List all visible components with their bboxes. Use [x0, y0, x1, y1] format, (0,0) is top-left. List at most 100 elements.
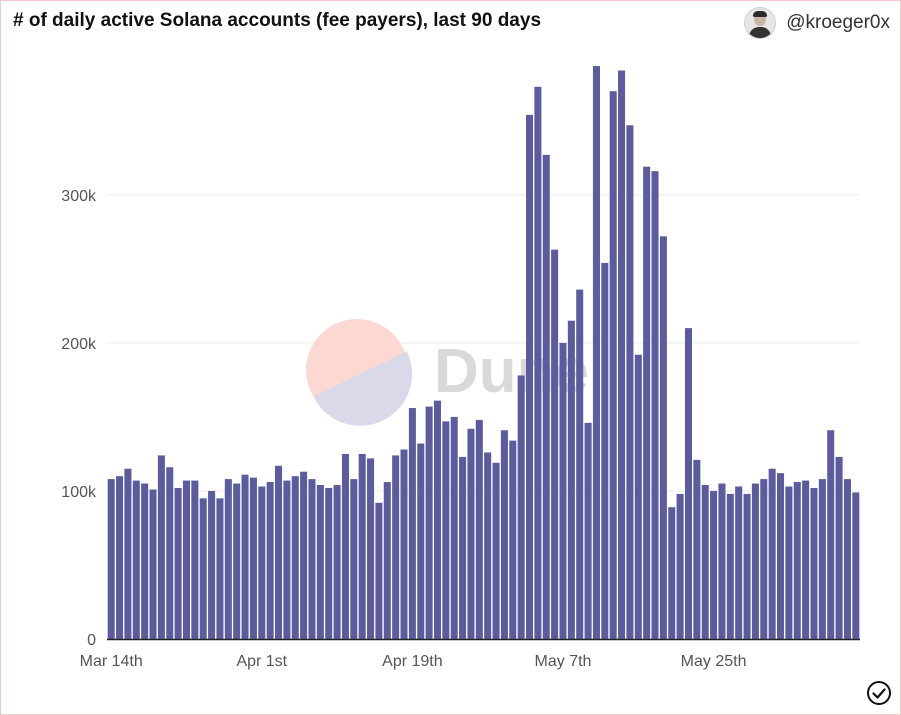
bar[interactable] — [693, 459, 701, 639]
bar[interactable] — [827, 430, 835, 639]
bar[interactable] — [417, 443, 425, 639]
bar[interactable] — [124, 468, 132, 639]
bar[interactable] — [149, 489, 157, 639]
bar[interactable] — [676, 493, 684, 639]
bar[interactable] — [291, 476, 299, 639]
bar[interactable] — [701, 485, 709, 639]
bar[interactable] — [300, 471, 308, 639]
bar[interactable] — [166, 467, 174, 639]
bar[interactable] — [793, 482, 801, 639]
bar[interactable] — [350, 479, 358, 639]
bar[interactable] — [810, 487, 818, 639]
bar[interactable] — [802, 480, 810, 639]
y-tick-label: 100k — [61, 484, 97, 501]
author-badge[interactable]: @kroeger0x — [744, 7, 890, 39]
bar[interactable] — [551, 249, 559, 639]
bar[interactable] — [534, 86, 542, 639]
bar[interactable] — [768, 468, 776, 639]
bar[interactable] — [341, 453, 349, 639]
bar[interactable] — [668, 507, 676, 639]
bar[interactable] — [141, 483, 149, 639]
x-tick-label: Apr 19th — [382, 653, 442, 670]
bar[interactable] — [634, 354, 642, 639]
bar[interactable] — [325, 487, 333, 639]
bar[interactable] — [208, 490, 216, 639]
check-circle-icon[interactable] — [866, 680, 892, 706]
bar[interactable] — [843, 479, 851, 639]
bar[interactable] — [283, 480, 291, 639]
bar[interactable] — [492, 462, 500, 639]
bar[interactable] — [233, 483, 241, 639]
bar[interactable] — [718, 483, 726, 639]
bar[interactable] — [333, 485, 341, 639]
bar[interactable] — [684, 328, 692, 639]
bar[interactable] — [199, 498, 207, 639]
bar[interactable] — [576, 289, 584, 639]
bar[interactable] — [651, 171, 659, 639]
bar[interactable] — [182, 480, 190, 639]
bar[interactable] — [275, 465, 283, 639]
y-tick-label: 300k — [61, 188, 97, 205]
bar[interactable] — [710, 490, 718, 639]
bar[interactable] — [659, 236, 667, 640]
y-tick-label: 200k — [61, 336, 97, 353]
bar[interactable] — [567, 320, 575, 639]
bar[interactable] — [408, 408, 416, 639]
bar[interactable] — [316, 485, 324, 639]
bar[interactable] — [517, 375, 525, 639]
bar[interactable] — [500, 430, 508, 639]
x-tick-label: Apr 1st — [236, 653, 287, 670]
bar[interactable] — [308, 479, 316, 639]
bar[interactable] — [835, 456, 843, 639]
bar[interactable] — [559, 342, 567, 639]
bar[interactable] — [191, 480, 199, 639]
bar[interactable] — [249, 477, 257, 639]
bar[interactable] — [743, 493, 751, 639]
bar[interactable] — [760, 479, 768, 639]
bar[interactable] — [358, 453, 366, 639]
bar[interactable] — [626, 125, 634, 639]
bar[interactable] — [107, 479, 115, 639]
bar[interactable] — [224, 479, 232, 639]
bar[interactable] — [509, 440, 517, 639]
bar[interactable] — [367, 458, 375, 639]
bar[interactable] — [526, 114, 534, 639]
bar[interactable] — [467, 428, 475, 639]
bar[interactable] — [442, 421, 450, 639]
bar[interactable] — [157, 455, 165, 639]
bar[interactable] — [777, 473, 785, 639]
bar[interactable] — [484, 452, 492, 639]
bar[interactable] — [383, 482, 391, 639]
bar[interactable] — [450, 416, 458, 639]
bar[interactable] — [735, 486, 743, 639]
bar[interactable] — [400, 449, 408, 639]
bar[interactable] — [852, 492, 860, 639]
bar[interactable] — [433, 400, 441, 639]
bar[interactable] — [584, 422, 592, 639]
user-avatar[interactable] — [744, 7, 777, 39]
x-axis-ticks: Mar 14th Apr 1st Apr 19th May 7th May 25th — [80, 653, 747, 670]
bar[interactable] — [116, 476, 124, 639]
bar[interactable] — [266, 482, 274, 639]
bar[interactable] — [609, 91, 617, 639]
bar[interactable] — [241, 474, 249, 639]
bar[interactable] — [459, 456, 467, 639]
bar[interactable] — [601, 262, 609, 639]
bar[interactable] — [425, 406, 433, 639]
bar[interactable] — [392, 455, 400, 639]
bar[interactable] — [375, 502, 383, 639]
bar[interactable] — [643, 166, 651, 639]
bar[interactable] — [751, 483, 759, 639]
bar[interactable] — [818, 479, 826, 639]
bar[interactable] — [618, 70, 626, 640]
bar[interactable] — [174, 487, 182, 639]
bar[interactable] — [592, 66, 600, 640]
bar[interactable] — [542, 154, 550, 639]
x-tick-label: Mar 14th — [80, 653, 143, 670]
bar[interactable] — [785, 486, 793, 639]
bar[interactable] — [258, 486, 266, 639]
bar[interactable] — [726, 493, 734, 639]
bar[interactable] — [216, 498, 224, 639]
bar[interactable] — [475, 419, 483, 639]
bar[interactable] — [132, 480, 140, 639]
